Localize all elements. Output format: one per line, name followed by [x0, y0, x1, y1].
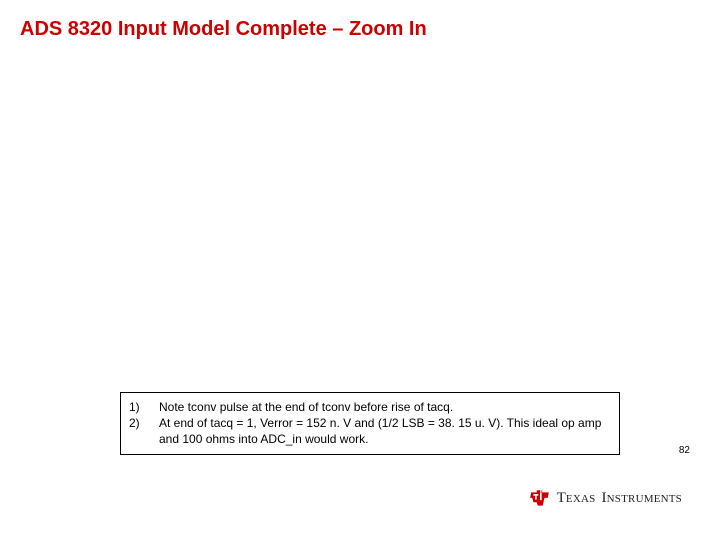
notes-item-number: 1)	[129, 399, 145, 415]
notes-box: 1) Note tconv pulse at the end of tconv …	[120, 392, 620, 455]
slide-title: ADS 8320 Input Model Complete – Zoom In	[20, 18, 427, 41]
notes-item: 1) Note tconv pulse at the end of tconv …	[129, 399, 611, 415]
slide: ADS 8320 Input Model Complete – Zoom In …	[0, 0, 720, 540]
notes-item-number: 2)	[129, 415, 145, 431]
notes-item-text: At end of tacq = 1, Verror = 152 n. V an…	[159, 415, 611, 447]
ti-logo: Texas Instruments	[529, 489, 682, 509]
notes-item-text: Note tconv pulse at the end of tconv bef…	[159, 399, 611, 415]
ti-word-texas: Texas	[557, 490, 596, 507]
ti-chip-icon	[529, 489, 551, 509]
ti-word-instruments: Instruments	[601, 490, 682, 507]
ti-wordmark: Texas Instruments	[557, 490, 682, 507]
notes-item: 2) At end of tacq = 1, Verror = 152 n. V…	[129, 415, 611, 447]
footer: Texas Instruments	[0, 476, 720, 520]
page-number: 82	[679, 445, 690, 456]
